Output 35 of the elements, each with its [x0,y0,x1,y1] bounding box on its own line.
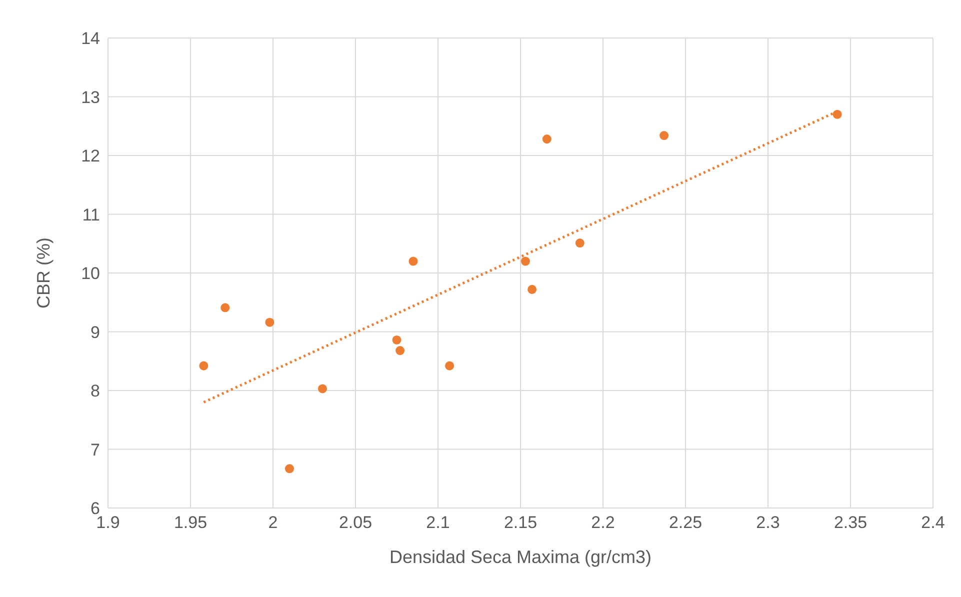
point [265,318,274,327]
x-tick-label: 1.95 [174,513,208,532]
point [660,131,669,140]
y-tick-label: 11 [82,205,100,224]
y-axis-title: CBR (%) [33,238,54,308]
x-axis-title: Densidad Seca Maxima (gr/cm3) [389,547,652,567]
point [220,303,230,312]
point [832,110,842,119]
x-tick-label: 2.15 [504,513,538,532]
y-tick-label: 13 [81,88,100,107]
x-tick-label: 2.1 [426,513,450,532]
point [396,346,405,356]
x-tick-label: 2.25 [668,513,702,532]
x-tick-label: 2.4 [921,513,945,532]
point [284,464,294,474]
point [318,384,328,394]
point [408,256,418,266]
point [445,361,454,370]
point [392,335,402,344]
point [528,284,537,294]
x-tick-label: 2.35 [834,513,868,532]
x-tick-label: 2.2 [591,513,615,532]
y-tick-label: 9 [90,322,100,342]
y-tick-label: 7 [90,440,100,460]
point [542,134,552,144]
y-tick-label: 14 [81,29,100,48]
y-tick-label: 12 [81,146,100,166]
y-tick-label: 8 [90,382,100,401]
point [520,256,530,266]
y-tick-label: 10 [81,264,100,284]
x-tick-label: 2.3 [756,513,780,532]
point [575,238,584,248]
point [199,361,208,370]
x-tick-label: 2 [268,513,278,532]
x-tick-label: 2.05 [338,513,372,532]
